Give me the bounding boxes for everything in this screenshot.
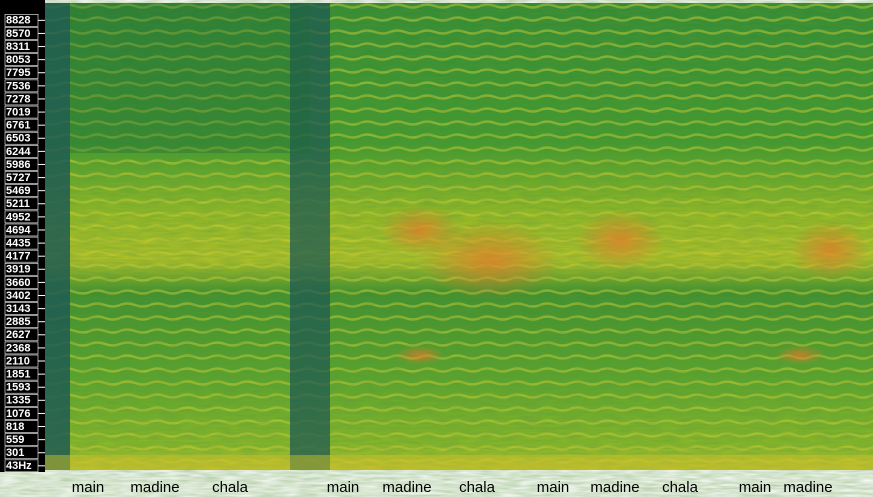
word-label: madine — [130, 479, 179, 496]
y-tick-label: 7019 — [6, 106, 30, 118]
y-tick-label: 5986 — [6, 159, 30, 171]
word-label: chala — [459, 479, 496, 496]
y-tick-label: 5211 — [6, 198, 30, 210]
y-tick-label: 5469 — [6, 185, 30, 197]
y-tick-label: 3143 — [6, 303, 30, 315]
y-tick-label: 8570 — [6, 28, 30, 40]
y-tick-label: 818 — [6, 421, 24, 433]
y-tick-label: 559 — [6, 434, 24, 446]
word-label: chala — [212, 479, 249, 496]
y-tick-label: 4694 — [6, 224, 31, 236]
y-tick-label: 1076 — [6, 408, 30, 420]
word-label: main — [537, 479, 570, 496]
y-tick-label: 2627 — [6, 329, 30, 341]
y-tick-label: 3402 — [6, 290, 30, 302]
y-tick-label: 2110 — [6, 355, 30, 367]
word-label: madine — [382, 479, 431, 496]
word-label: main — [72, 479, 105, 496]
y-tick-label: 1593 — [6, 382, 30, 394]
y-tick-label: 3660 — [6, 277, 30, 289]
word-label: madine — [590, 479, 639, 496]
word-label: main — [739, 479, 772, 496]
word-label: main — [327, 479, 360, 496]
y-tick-label: 2885 — [6, 316, 30, 328]
y-tick-label: 301 — [6, 447, 24, 459]
y-tick-label: 5727 — [6, 172, 30, 184]
y-tick-label: 8828 — [6, 15, 30, 27]
y-tick-label: 7795 — [6, 67, 30, 79]
y-tick-label: 1335 — [6, 395, 30, 407]
word-label: madine — [783, 479, 832, 496]
y-tick-label: 2368 — [6, 342, 30, 354]
y-tick-label: 4952 — [6, 211, 30, 223]
y-tick-label: 7278 — [6, 93, 30, 105]
y-tick-label: 6761 — [6, 120, 30, 132]
y-tick-label: 7536 — [6, 80, 30, 92]
y-tick-label: 3919 — [6, 264, 30, 276]
spectrogram-image — [45, 3, 873, 470]
y-tick-label: 4177 — [6, 251, 30, 263]
y-tick-label: 43Hz — [6, 460, 32, 472]
word-label: chala — [662, 479, 699, 496]
y-tick-label: 8053 — [6, 54, 30, 66]
y-tick-label: 6244 — [6, 146, 31, 158]
y-tick-label: 6503 — [6, 133, 30, 145]
y-tick-label: 8311 — [6, 41, 30, 53]
y-tick-label: 4435 — [6, 238, 30, 250]
spectrogram-view: 43Hz3015598181076133515931851 21102368262… — [0, 0, 873, 497]
y-tick-label: 1851 — [6, 369, 30, 381]
